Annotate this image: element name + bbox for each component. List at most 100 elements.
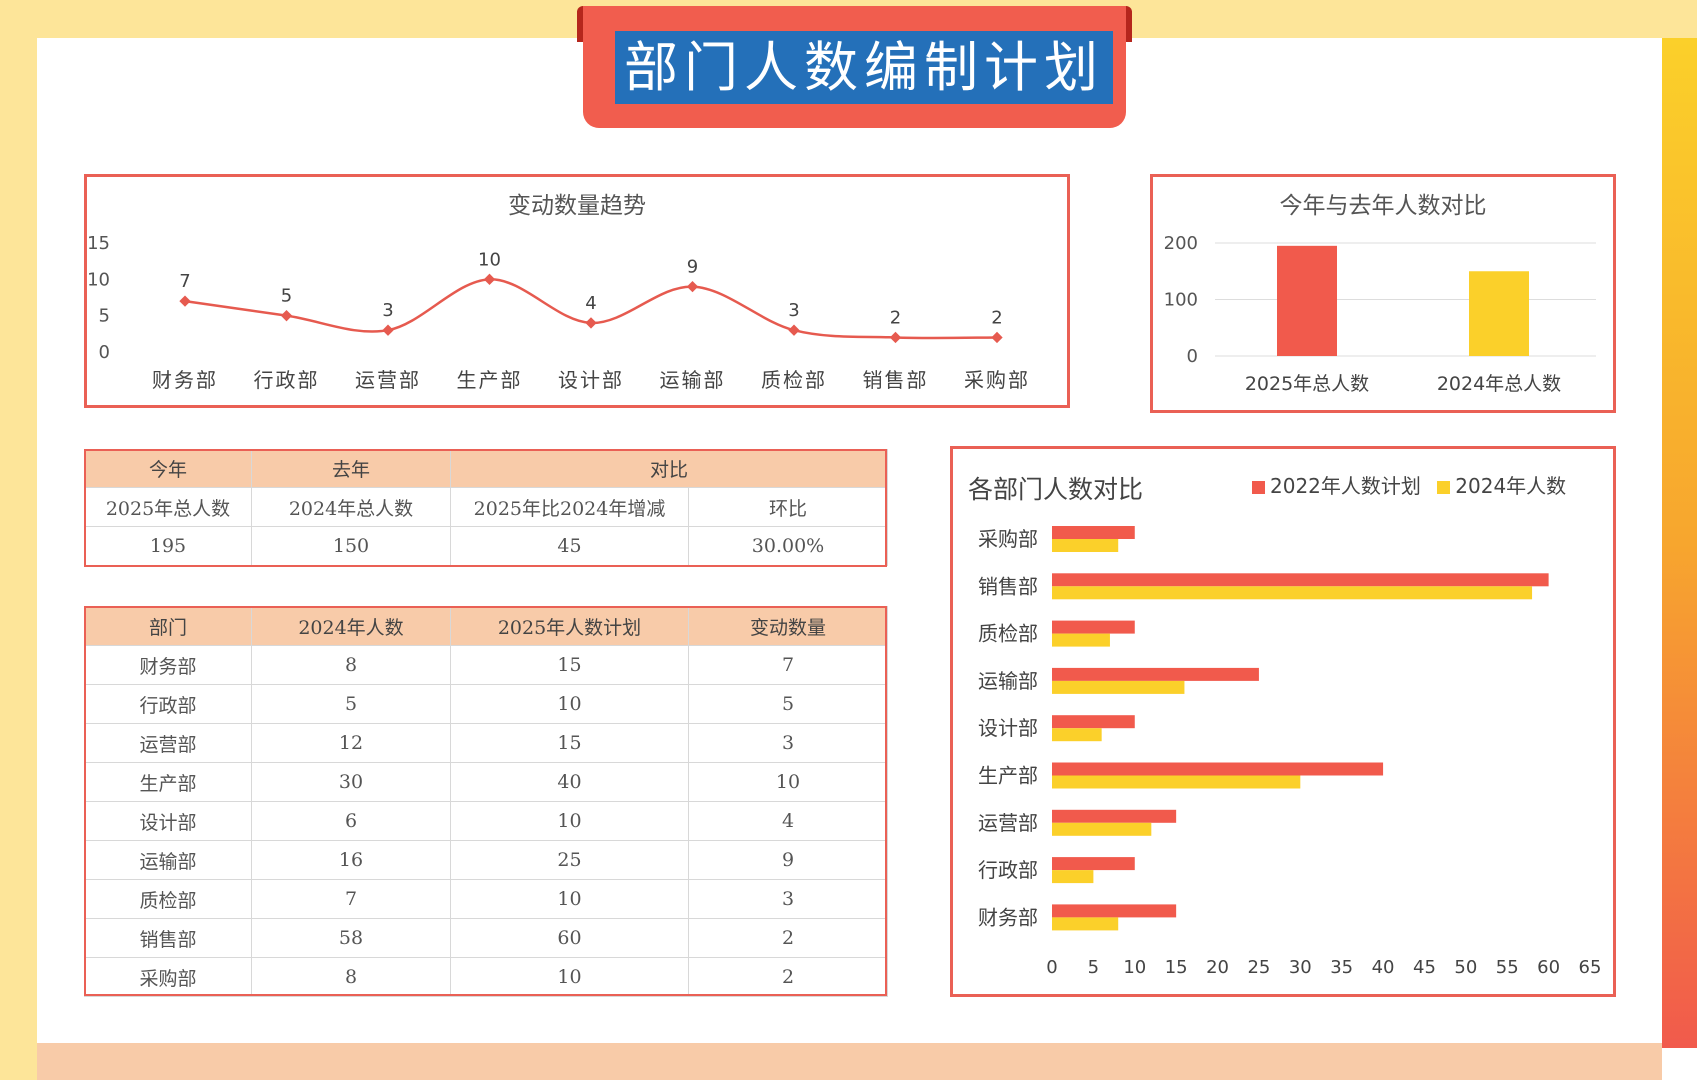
trend-point xyxy=(788,324,800,336)
trend-data-label: 5 xyxy=(281,286,292,307)
dept-cell: 15 xyxy=(450,723,689,763)
y-tick-label: 0 xyxy=(1187,346,1198,367)
trend-data-label: 2 xyxy=(890,307,901,328)
bar-plan xyxy=(1052,667,1259,681)
y-tick-label: 10 xyxy=(87,269,110,290)
dept-cell: 3 xyxy=(688,879,888,919)
legend-swatch-yellow xyxy=(1437,481,1451,494)
category-label: 运输部 xyxy=(978,669,1038,693)
bar-plan xyxy=(1052,620,1135,634)
trend-data-label: 2 xyxy=(991,307,1002,328)
dept-table-header: 部门 xyxy=(84,606,252,646)
dept-cell: 4 xyxy=(688,801,888,841)
trend-category-label: 质检部 xyxy=(761,368,827,392)
dept-cell: 5 xyxy=(688,684,888,724)
bar-plan xyxy=(1052,573,1549,587)
summary-table: 今年 去年 对比 2025年总人数 2024年总人数 2025年比2024年增减… xyxy=(84,449,889,566)
bar-actual xyxy=(1052,775,1301,789)
trend-point xyxy=(382,324,394,336)
trend-point xyxy=(686,280,699,293)
trend-category-label: 运营部 xyxy=(355,368,421,392)
dept-cell: 采购部 xyxy=(84,957,252,997)
dept-cell: 运输部 xyxy=(84,840,252,880)
dept-cell: 7 xyxy=(688,645,888,685)
yoy-category-label: 2025年总人数 xyxy=(1245,373,1369,395)
trend-point xyxy=(585,317,597,329)
x-tick-label: 35 xyxy=(1330,957,1353,978)
table-row: 设计部 6 10 4 xyxy=(84,801,888,841)
dept-cell: 58 xyxy=(251,918,451,958)
summary-group-header: 今年 xyxy=(84,449,252,488)
table-row: 运输部 16 25 9 xyxy=(84,840,888,880)
trend-chart-panel xyxy=(84,174,1070,408)
frame-bottom xyxy=(37,1043,1662,1080)
summary-sub-header: 2025年总人数 xyxy=(84,487,252,527)
dept-cell: 5 xyxy=(251,684,451,724)
trend-data-label: 9 xyxy=(687,257,698,278)
bar-actual xyxy=(1052,728,1102,742)
x-tick-label: 5 xyxy=(1088,957,1099,978)
table-row: 运营部 12 15 3 xyxy=(84,723,888,763)
dept-cell: 10 xyxy=(450,801,689,841)
trend-data-label: 7 xyxy=(179,271,190,292)
table-row: 生产部 30 40 10 xyxy=(84,762,888,802)
x-tick-label: 60 xyxy=(1537,957,1560,978)
x-tick-label: 10 xyxy=(1123,957,1146,978)
y-tick-label: 100 xyxy=(1164,290,1198,311)
bar-actual xyxy=(1052,539,1119,552)
legend-swatch-red xyxy=(1252,481,1265,494)
dept-cell: 15 xyxy=(450,645,689,685)
dept-cell: 9 xyxy=(688,840,888,880)
yoy-chart: 0 100 200 2025年总人数 2024年总人数 xyxy=(1164,233,1596,395)
summary-group-header: 去年 xyxy=(251,449,451,488)
trend-point xyxy=(991,331,1003,344)
dept-cell: 10 xyxy=(450,957,689,997)
summary-group-header: 对比 xyxy=(449,449,889,488)
trend-point xyxy=(889,331,902,344)
category-label: 行政部 xyxy=(978,858,1038,882)
legend-item: 2024年人数 xyxy=(1437,474,1566,498)
trend-data-label: 10 xyxy=(478,249,501,270)
dept-table-header: 2024年人数 xyxy=(251,606,451,646)
category-label: 质检部 xyxy=(978,622,1038,646)
trend-category-label: 行政部 xyxy=(254,368,320,392)
category-label: 设计部 xyxy=(978,716,1038,740)
x-tick-label: 15 xyxy=(1165,957,1188,978)
summary-sub-header: 2025年比2024年增减 xyxy=(450,487,689,527)
table-row: 财务部 8 15 7 xyxy=(84,645,888,685)
summary-value: 150 xyxy=(251,526,451,566)
dept-cell: 8 xyxy=(251,645,451,685)
dept-cell: 质检部 xyxy=(84,879,252,919)
dept-cell: 12 xyxy=(251,723,451,763)
dept-table: 部门 2024年人数 2025年人数计划 变动数量 财务部 8 15 7 行政部… xyxy=(84,606,888,997)
dept-cell: 10 xyxy=(688,762,888,802)
summary-value: 30.00% xyxy=(687,526,889,566)
x-tick-label: 45 xyxy=(1413,957,1436,978)
dept-cell: 7 xyxy=(251,879,451,919)
dept-cell: 25 xyxy=(450,840,689,880)
dept-table-header: 变动数量 xyxy=(688,606,888,646)
category-label: 生产部 xyxy=(978,764,1038,788)
y-tick-label: 0 xyxy=(99,342,110,363)
x-tick-label: 20 xyxy=(1206,957,1229,978)
dept-cell: 10 xyxy=(450,879,689,919)
table-row: 质检部 7 10 3 xyxy=(84,879,888,919)
bar-plan xyxy=(1052,762,1384,776)
summary-sub-header: 环比 xyxy=(687,487,889,527)
dept-cell: 40 xyxy=(450,762,689,802)
trend-chart-title: 变动数量趋势 xyxy=(508,193,646,219)
summary-sub-header: 2024年总人数 xyxy=(251,487,451,527)
trend-category-label: 生产部 xyxy=(457,368,523,392)
dept-cell: 2 xyxy=(688,918,888,958)
legend-label: 2024年人数 xyxy=(1455,474,1567,498)
yoy-chart-panel xyxy=(1150,174,1616,413)
dept-cell: 2 xyxy=(688,957,888,997)
bar-actual xyxy=(1052,633,1110,647)
trend-category-label: 采购部 xyxy=(964,368,1030,392)
x-tick-label: 65 xyxy=(1579,957,1602,978)
bar-plan xyxy=(1052,715,1135,729)
yoy-category-label: 2024年总人数 xyxy=(1437,373,1561,395)
yoy-chart-title: 今年与去年人数对比 xyxy=(1279,193,1487,219)
y-tick-label: 200 xyxy=(1164,233,1198,254)
dept-cell: 30 xyxy=(251,762,451,802)
